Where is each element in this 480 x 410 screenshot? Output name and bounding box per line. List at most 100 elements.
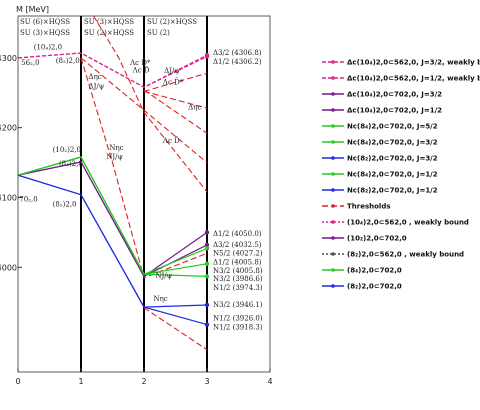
legend-label: Nc(8₄)2,0⊂702,0, J=1/2: [347, 171, 438, 179]
annotation-label: (10₂)2,0: [53, 146, 81, 154]
region-label: SU (2): [147, 29, 170, 37]
legend-marker: [331, 172, 335, 176]
annotation-label: 56₂,0: [21, 59, 39, 67]
series-point: [204, 302, 210, 308]
state-label: Δ1/2 (4306.2): [213, 58, 262, 66]
state-label: Δ1/2 (4050.0): [213, 230, 262, 238]
legend-label: Δc(10₄)2,0⊂562,0, J=3/2, weakly bound: [347, 59, 480, 67]
x-tick-label: 3: [204, 377, 209, 386]
series-point: [204, 274, 210, 279]
annotation-label: Δηc: [89, 73, 102, 81]
annotation-label: Δηc: [188, 104, 201, 112]
legend-marker: [331, 252, 335, 256]
legend-marker: [331, 204, 335, 208]
region-label: SU (2)×HQSS: [84, 29, 134, 37]
series-point: [204, 322, 210, 327]
series-line: [17, 174, 208, 326]
series-point: [204, 230, 210, 235]
state-label: N5/2 (4027.2): [213, 249, 263, 257]
annotation-label: Nηc: [153, 295, 167, 303]
legend-label: Δc(10₄)2,0⊂562,0, J=1/2, weakly bound: [347, 75, 480, 83]
y-tick-label: 4200: [0, 124, 17, 133]
legend-label: Nc(8₂)2,0⊂702,0, J=3/2: [347, 155, 438, 163]
series-line: [17, 174, 208, 308]
annotation-label: (8₂)2,0: [56, 57, 80, 65]
annotation-label: Λc D̄*: [162, 77, 184, 86]
legend: Δc(10₄)2,0⊂562,0, J=3/2, weakly bound Δc(…: [322, 59, 480, 291]
legend-marker: [331, 60, 335, 64]
annotation-label: (8₂)2,0: [53, 201, 77, 209]
annotation-label: (10₄)2,0: [34, 44, 62, 52]
annotation-label: Λc D̄: [132, 65, 150, 74]
series-line: [17, 52, 208, 88]
legend-marker: [331, 140, 335, 144]
region-label: SU (3)×HQSS: [84, 18, 134, 26]
legend-label: (8₄)2,0⊂702,0: [347, 267, 402, 275]
y-tick-label: 4100: [0, 193, 17, 202]
threshold-lines: [80, 15, 208, 351]
legend-marker: [331, 268, 335, 272]
state-label: N3/2 (4005.8): [213, 267, 263, 275]
annotation-label: ΔJ/ψ: [164, 67, 180, 75]
annotation-label: Λc D̄: [162, 136, 180, 145]
legend-marker: [331, 284, 335, 288]
legend-label: Thresholds: [347, 203, 391, 211]
x-tick-label: 0: [15, 377, 20, 386]
legend-label: Nc(8₂)2,0⊂702,0, J=1/2: [347, 187, 438, 195]
legend-marker: [331, 188, 335, 192]
annotation-label: ΔJ/ψ: [89, 83, 105, 91]
series-point: [204, 261, 210, 267]
series-lines: [17, 52, 210, 327]
state-label: N1/2 (3974.3): [213, 284, 263, 292]
legend-label: Δc(10₄)2,0⊂702,0, J=3/2: [347, 91, 442, 99]
legend-marker: [331, 76, 335, 80]
legend-marker: [331, 108, 335, 112]
state-label: N1/2 (3926.0): [213, 314, 263, 322]
threshold-line: [143, 72, 208, 92]
series-point: [204, 246, 210, 251]
state-label: Δ3/2 (4306.8): [213, 49, 262, 57]
annotation-label: Nηc: [109, 144, 123, 152]
legend-label: (10₄)2,0⊂562,0 , weakly bound: [347, 219, 469, 227]
threshold-line: [143, 89, 208, 134]
x-tick-label: 1: [78, 377, 83, 386]
region-label: SU (3)×HQSS: [20, 29, 70, 37]
annotation-labels: 56₂,0 (10₄)2,0 (8₂)2,0 (10₂)2,0 (8₄)2,0 70₂,0…: [19, 44, 263, 332]
annotation-label: NJ/ψ: [106, 153, 123, 161]
legend-label: Nc(8₄)2,0⊂702,0, J=5/2: [347, 123, 438, 131]
annotation-label: 70₂,0: [19, 196, 37, 204]
threshold-line: [143, 307, 208, 351]
legend-label: (10₂)2,0⊂702,0: [347, 235, 407, 243]
y-axis-label: M [MeV]: [16, 5, 49, 14]
y-tick-label: 4300: [0, 54, 17, 63]
legend-label: Δc(10₄)2,0⊂702,0, J=1/2: [347, 107, 442, 115]
legend-marker: [331, 92, 335, 96]
legend-marker: [331, 220, 335, 224]
region-label: SU (6)×HQSS: [20, 18, 70, 26]
series-point: [204, 242, 210, 248]
annotation-label: NJ/ψ: [155, 272, 172, 280]
legend-marker: [331, 236, 335, 240]
series-line: [17, 156, 208, 277]
legend-label: Nc(8₄)2,0⊂702,0, J=3/2: [347, 139, 438, 147]
state-label: Δ3/2 (4032.5): [213, 241, 262, 249]
legend-label: (8₂)2,0⊂562,0 , weakly bound: [347, 251, 464, 259]
annotation-label: (8₄)2,0: [59, 160, 83, 168]
threshold-line: [80, 57, 208, 164]
region-label: SU (2)×HQSS: [147, 18, 197, 26]
state-label: N3/2 (3946.1): [213, 301, 263, 309]
series-point: [204, 54, 210, 59]
state-label: N3/2 (3986.6): [213, 275, 263, 283]
legend-marker: [331, 124, 335, 128]
threshold-line: [143, 90, 208, 109]
threshold-line: [80, 57, 208, 279]
legend-label: (8₂)2,0⊂702,0: [347, 283, 402, 291]
x-tick-label: 2: [141, 377, 146, 386]
series-line: [17, 161, 208, 278]
x-tick-label: 4: [267, 377, 272, 386]
legend-marker: [331, 156, 335, 160]
state-label: N1/2 (3918.3): [213, 323, 263, 331]
